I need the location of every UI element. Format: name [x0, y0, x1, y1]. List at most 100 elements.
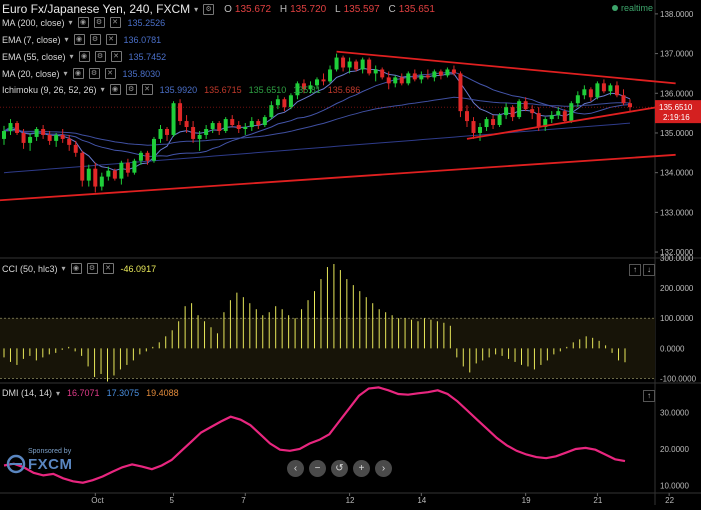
indicator-remove-icon[interactable]: ✕: [110, 51, 122, 62]
indicator-remove-icon[interactable]: ✕: [109, 17, 121, 28]
cci-dropdown-icon[interactable]: ▾: [61, 264, 66, 273]
price-tick-label: 133.0000: [660, 208, 694, 217]
dmi-dropdown-icon[interactable]: ▾: [56, 388, 61, 398]
indicator-name[interactable]: Ichimoku (9, 26, 52, 26): [2, 84, 97, 95]
time-tick-label: 5: [170, 496, 175, 505]
candle-body: [125, 162, 130, 173]
candle-body: [112, 170, 117, 179]
indicator-dropdown-icon[interactable]: ▾: [69, 52, 74, 61]
cci-value: -46.0917: [120, 263, 157, 274]
candle-body: [354, 61, 359, 70]
indicator-visibility-icon[interactable]: ◉: [78, 51, 90, 62]
candle-body: [575, 95, 580, 104]
dmi-value-2: 17.3075: [106, 388, 140, 398]
indicator-settings-icon[interactable]: ⚙: [88, 68, 100, 79]
candle-body: [419, 75, 424, 80]
sponsor-caption: Sponsored by: [28, 448, 72, 455]
indicator-value: 135.7452: [128, 51, 167, 62]
indicator-settings-icon[interactable]: ⚙: [93, 17, 105, 28]
cci-tick-label: 200.0000: [660, 284, 694, 293]
candle-body: [543, 119, 548, 128]
scroll-right-button[interactable]: ›: [375, 460, 392, 477]
cci-pane-down-icon[interactable]: ↓: [643, 264, 655, 276]
candle-body: [451, 69, 456, 74]
indicator-name[interactable]: EMA (7, close): [2, 34, 61, 45]
dmi-header: DMI (14, 14) ▾ 16.7071 17.3075 19.4088: [2, 388, 179, 398]
dmi-pane-up-icon[interactable]: ↑: [643, 390, 655, 402]
candle-body: [523, 101, 528, 110]
indicator-dropdown-icon[interactable]: ▾: [63, 69, 68, 78]
indicator-settings-icon[interactable]: ⚙: [89, 34, 101, 45]
cci-name[interactable]: CCI (50, hlc3): [2, 263, 58, 274]
settings-icon[interactable]: ⚙: [203, 3, 215, 15]
indicator-dropdown-icon[interactable]: ▾: [64, 35, 69, 44]
indicator-visibility-icon[interactable]: ◉: [73, 34, 85, 45]
indicator-remove-icon[interactable]: ✕: [141, 84, 153, 95]
indicator-dropdown-icon[interactable]: ▾: [100, 85, 105, 94]
ma-200-line: [3, 122, 631, 174]
ohlc-readout: O 135.672 H 135.720 L 135.597 C 135.651: [218, 4, 435, 15]
time-tick-label: 7: [241, 496, 246, 505]
scroll-left-button[interactable]: ‹: [287, 460, 304, 477]
candle-body: [321, 79, 326, 82]
candle-body: [432, 71, 437, 78]
zoom-in-button[interactable]: +: [353, 460, 370, 477]
indicator-value: 135.8030: [122, 68, 161, 79]
candle-body: [373, 69, 378, 74]
zoom-out-button[interactable]: −: [309, 460, 326, 477]
cci-settings-icon[interactable]: ⚙: [86, 263, 98, 274]
candle-body: [601, 83, 606, 92]
cci-visibility-icon[interactable]: ◉: [70, 263, 82, 274]
indicator-remove-icon[interactable]: ✕: [104, 68, 116, 79]
candle-body: [60, 134, 65, 139]
last-price-label: 135.6510: [659, 103, 693, 112]
candle-body: [80, 152, 85, 181]
indicator-name[interactable]: MA (200, close): [2, 17, 65, 28]
dmi-tick-label: 30.0000: [660, 408, 689, 417]
cci-pane-up-icon[interactable]: ↑: [629, 264, 641, 276]
candle-body: [301, 83, 306, 90]
dmi-name[interactable]: DMI (14, 14): [2, 388, 53, 398]
candle-body: [243, 127, 248, 129]
candle-body: [588, 89, 593, 98]
candle-body: [334, 57, 339, 70]
cci-tick-label: -100.0000: [660, 374, 697, 383]
candle-body: [406, 73, 411, 84]
candle-body: [497, 115, 502, 126]
indicator-settings-icon[interactable]: ⚙: [94, 51, 106, 62]
cci-tick-label: 0.0000: [660, 344, 685, 353]
indicator-visibility-icon[interactable]: ◉: [77, 17, 89, 28]
indicator-row: EMA (55, close) ▾ ◉ ⚙ ✕ 135.7452: [2, 51, 166, 62]
indicator-value: 135.81: [293, 84, 321, 95]
candle-body: [145, 152, 150, 161]
indicator-visibility-icon[interactable]: ◉: [109, 84, 121, 95]
candle-body: [275, 99, 280, 106]
indicator-name[interactable]: MA (20, close): [2, 68, 60, 79]
indicator-row: Ichimoku (9, 26, 52, 26) ▾ ◉ ⚙ ✕ 135.9920 135.…: [2, 84, 360, 95]
bar-countdown-label: 2:19:16: [663, 113, 690, 122]
indicator-visibility-icon[interactable]: ◉: [72, 68, 84, 79]
candle-body: [471, 121, 476, 133]
triangle-lower-trendline: [466, 104, 670, 140]
symbol-dropdown-icon[interactable]: ▾: [194, 4, 199, 14]
candle-body: [47, 134, 52, 141]
candle-body: [445, 69, 450, 76]
candle-body: [367, 59, 372, 74]
symbol-title[interactable]: Euro Fx/Japanese Yen, 240, FXCM: [2, 2, 191, 16]
candle-body: [562, 111, 567, 122]
dmi-line: [3, 386, 626, 484]
cci-remove-icon[interactable]: ✕: [102, 263, 114, 274]
indicator-name[interactable]: EMA (55, close): [2, 51, 66, 62]
candle-body: [393, 77, 398, 84]
ohlc-low-key: L: [335, 3, 341, 15]
indicator-dropdown-icon[interactable]: ▾: [68, 18, 73, 27]
candle-body: [236, 125, 241, 129]
candle-body: [54, 134, 59, 141]
time-tick-label: 19: [522, 496, 531, 505]
indicator-settings-icon[interactable]: ⚙: [125, 84, 137, 95]
indicator-remove-icon[interactable]: ✕: [105, 34, 117, 45]
candle-body: [595, 83, 600, 98]
reset-button[interactable]: ↺: [331, 460, 348, 477]
